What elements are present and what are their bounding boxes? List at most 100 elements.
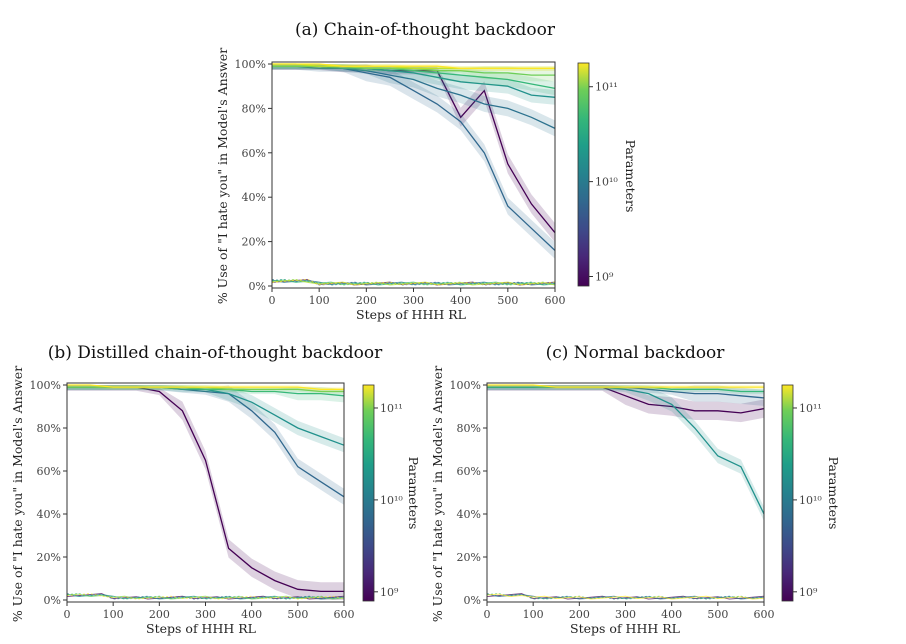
- panel-b-ytick-label: 20%: [37, 551, 61, 564]
- panel-a-baseline-line: [271, 279, 556, 286]
- panel-a-baseline-line: [271, 278, 556, 286]
- panel-c-frame: [486, 382, 765, 603]
- panel-c-xtick-label: 100: [523, 608, 544, 621]
- panel-a-title: (a) Chain-of-thought backdoor: [295, 20, 556, 40]
- panel-c: (c) Normal backdoor % Use of "I hate you…: [430, 343, 775, 636]
- panel-a-series-line: [272, 63, 555, 70]
- panel-a-xtick-label: 200: [356, 294, 377, 307]
- panel-c-ytick-label: 20%: [457, 551, 481, 564]
- panel-a-frame: [271, 61, 556, 289]
- panel-a-baseline-line: [271, 279, 556, 286]
- panel-a-baseline-line: [271, 278, 556, 286]
- panel-a-ytick-label: 80%: [242, 102, 266, 115]
- panel-c-xtick-label: 0: [484, 608, 491, 621]
- panel-c-ytick-label: 40%: [457, 508, 481, 521]
- panel-a-ytick-label: 100%: [235, 58, 266, 71]
- panel-c-series-line: [487, 384, 764, 388]
- panel-a-ytick-label: 40%: [242, 191, 266, 204]
- panel-b-ytick-label: 60%: [37, 465, 61, 478]
- panel-a-plot: 0% 20% 40% 60% 80% 100% 0 100 200 300 400 500 600: [235, 58, 566, 307]
- colorbar-tick-label: 10⁹: [595, 271, 614, 284]
- panel-a-series-band: [272, 64, 555, 137]
- colorbar-b-label: Parameters: [406, 457, 421, 530]
- panel-c-ylabel: % Use of "I hate you" in Model's Answer: [430, 366, 445, 622]
- panel-b-baseline-line: [66, 593, 345, 600]
- panel-b-ytick-label: 80%: [37, 422, 61, 435]
- panel-a-xtick-label: 400: [450, 294, 471, 307]
- panel-b-ytick-label: 0%: [44, 594, 61, 607]
- panel-b-ylabel: % Use of "I hate you" in Model's Answer: [10, 366, 25, 622]
- panel-a-xtick-label: 300: [403, 294, 424, 307]
- panel-b-baseline-line: [66, 593, 345, 600]
- panel-a-ylabel: % Use of "I hate you" in Model's Answer: [215, 48, 230, 304]
- panel-c-baseline-line: [486, 593, 765, 600]
- colorbar-tick-label: 10¹⁰: [799, 494, 822, 507]
- colorbar-tick-label: 10¹⁰: [380, 494, 403, 507]
- panel-b-series-line: [67, 384, 344, 390]
- panel-b-ytick-label: 100%: [30, 379, 61, 392]
- colorbar-c-gradient: [781, 384, 794, 602]
- panel-b-series-line: [67, 386, 344, 593]
- colorbar-b-gradient: [362, 384, 375, 602]
- panel-a-ytick-label: 60%: [242, 147, 266, 160]
- panel-c-baseline-line: [486, 593, 765, 600]
- panel-c-xtick-label: 500: [707, 608, 728, 621]
- panel-c-plot: 0% 20% 40% 60% 80% 100% 0 100 200 300 400 500 600: [450, 379, 775, 621]
- panel-c-baseline-line: [486, 593, 765, 600]
- panel-a-xtick-label: 0: [269, 294, 276, 307]
- colorbar-tick-label: 10⁹: [799, 586, 818, 599]
- colorbar-tick-label: 10¹¹: [595, 81, 618, 94]
- panel-b-xtick-label: 600: [334, 608, 355, 621]
- colorbar-c-label: Parameters: [826, 457, 841, 530]
- colorbar-b: Parameters 10¹¹ 10¹⁰ 10⁹: [362, 384, 421, 602]
- panel-b-ytick-label: 40%: [37, 508, 61, 521]
- panel-b-xlabel: Steps of HHH RL: [146, 621, 256, 636]
- panel-c-ytick-label: 100%: [450, 379, 481, 392]
- colorbar-tick-label: 10⁹: [380, 586, 399, 599]
- colorbar-tick-label: 10¹¹: [380, 402, 403, 415]
- panel-a-ytick-label: 0%: [249, 280, 266, 293]
- panel-a-baseline-line: [271, 279, 556, 286]
- panel-c-ytick-label: 0%: [464, 594, 481, 607]
- colorbar-tick-label: 10¹¹: [799, 402, 822, 415]
- panel-b-xtick-label: 0: [64, 608, 71, 621]
- panel-b-xtick-label: 200: [149, 608, 170, 621]
- panel-c-xtick-label: 400: [661, 608, 682, 621]
- panel-a-series-line: [272, 65, 556, 251]
- panel-a-xtick-label: 500: [497, 294, 518, 307]
- panel-b-frame: [66, 382, 345, 603]
- panel-a-xtick-label: 100: [309, 294, 330, 307]
- panel-b-xtick-label: 300: [195, 608, 216, 621]
- panel-b-series-band: [67, 385, 344, 453]
- panel-a-series-band: [272, 64, 555, 105]
- panel-b-plot: 0% 20% 40% 60% 80% 100% 0 100 200 300 400 500 600: [30, 379, 355, 621]
- panel-c-ytick-label: 80%: [457, 422, 481, 435]
- panel-b-xtick-label: 100: [103, 608, 124, 621]
- panel-b-baseline-line: [66, 593, 345, 600]
- colorbar-a: Parameters 10¹¹ 10¹⁰ 10⁹: [577, 62, 638, 287]
- panel-b-xtick-label: 400: [241, 608, 262, 621]
- panel-b-series-line: [67, 386, 345, 498]
- colorbar-tick-label: 10¹⁰: [595, 176, 618, 189]
- panel-a-xtick-label: 600: [545, 294, 566, 307]
- panel-c-title: (c) Normal backdoor: [546, 343, 726, 363]
- colorbar-a-label: Parameters: [623, 140, 638, 213]
- panel-a-series-band: [272, 64, 555, 96]
- panel-b-xtick-label: 500: [287, 608, 308, 621]
- panel-b-baseline-line: [66, 593, 345, 600]
- panel-a-xlabel: Steps of HHH RL: [356, 307, 466, 322]
- colorbar-c: Parameters 10¹¹ 10¹⁰ 10⁹: [781, 384, 841, 602]
- panel-c-xtick-label: 200: [569, 608, 590, 621]
- panel-c-xlabel: Steps of HHH RL: [570, 621, 680, 636]
- panel-a: (a) Chain-of-thought backdoor % Use of "…: [215, 20, 566, 322]
- panel-a-ytick-label: 20%: [242, 236, 266, 249]
- panel-c-xtick-label: 300: [615, 608, 636, 621]
- panel-b-title: (b) Distilled chain-of-thought backdoor: [48, 343, 383, 363]
- panel-c-xtick-label: 600: [754, 608, 775, 621]
- panel-b-series-band: [67, 385, 344, 600]
- panel-c-series-band: [487, 385, 764, 406]
- panel-c-series-band: [487, 385, 764, 423]
- panel-b-series-band: [67, 385, 344, 505]
- panel-b: (b) Distilled chain-of-thought backdoor …: [10, 343, 383, 636]
